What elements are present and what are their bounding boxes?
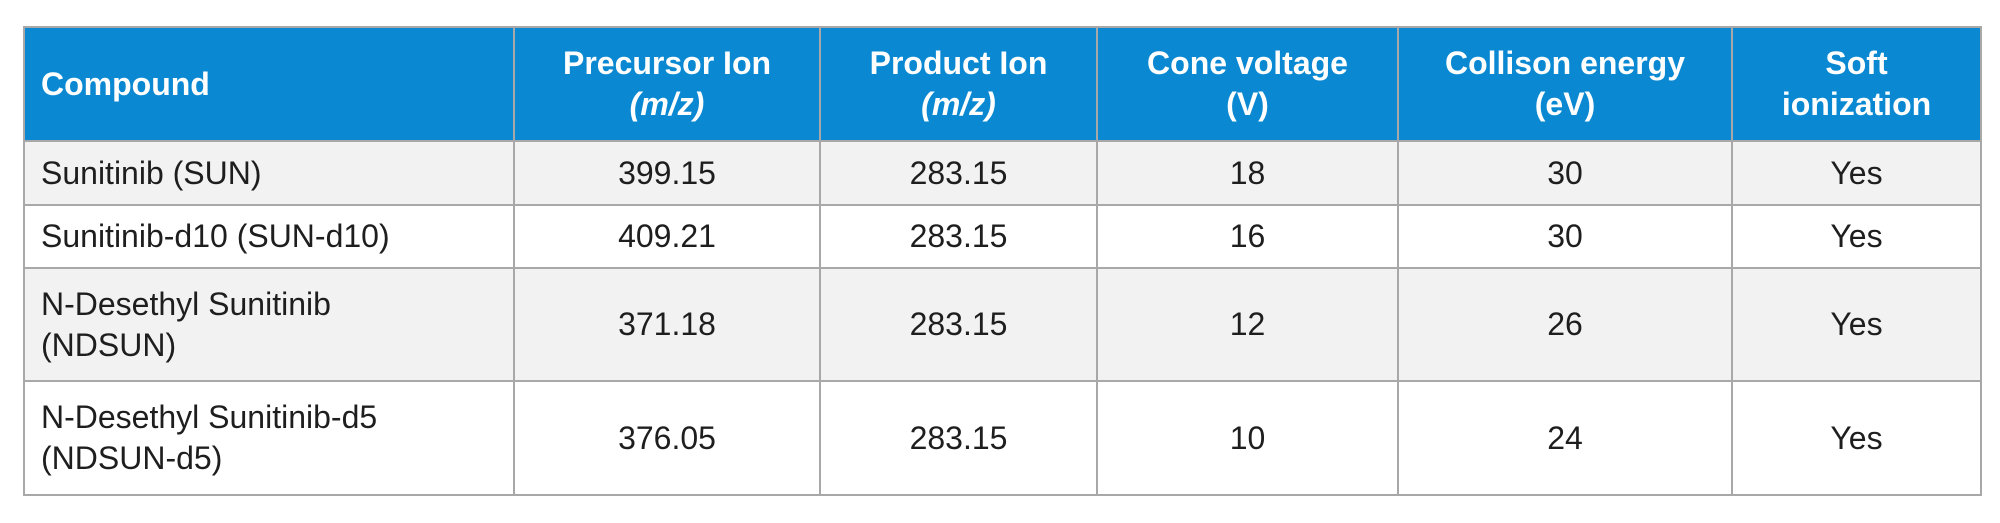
cell-line: Product Ion: [869, 45, 1048, 82]
cell-line: Precursor Ion: [562, 45, 772, 82]
value-cell: Yes: [1731, 204, 1982, 269]
value-cell: 12: [1096, 267, 1399, 382]
value-cell: 16: [1096, 204, 1399, 269]
value-cell: 24: [1397, 380, 1733, 496]
header-cell: Product Ion (m/z): [819, 26, 1098, 142]
header-row: Compound Precursor Ion (m/z) Product Ion (m/…: [23, 26, 1982, 142]
cell-line: (NDSUN): [41, 326, 177, 363]
value-cell: 30: [1397, 204, 1733, 269]
cell-line: Collison energy: [1444, 45, 1686, 82]
value-cell: 283.15: [819, 140, 1098, 206]
compound-cell: N-Desethyl Sunitinib-d5 (NDSUN-d5): [23, 380, 515, 496]
cell-line: N-Desethyl Sunitinib-d5: [41, 399, 378, 436]
compound-cell: Sunitinib-d10 (SUN-d10): [23, 204, 515, 269]
value-cell: 26: [1397, 267, 1733, 382]
value-cell: 371.18: [513, 267, 821, 382]
value-cell: 399.15: [513, 140, 821, 206]
value-cell: 30: [1397, 140, 1733, 206]
cell-line: Sunitinib-d10 (SUN-d10): [41, 218, 390, 255]
compound-cell: N-Desethyl Sunitinib (NDSUN): [23, 267, 515, 382]
cell-line: (eV): [1534, 86, 1596, 122]
cell-line: (NDSUN-d5): [41, 440, 223, 476]
header-cell: Precursor Ion (m/z): [513, 26, 821, 142]
cell-line: N-Desethyl Sunitinib: [41, 285, 331, 322]
cell-line: (m/z): [629, 86, 705, 122]
table-row: N-Desethyl Sunitinib (NDSUN) 371.18 283.15 1…: [23, 267, 1982, 382]
table-container: Compound Precursor Ion (m/z) Product Ion (m/…: [23, 26, 1982, 496]
value-cell: Yes: [1731, 140, 1982, 206]
value-cell: 10: [1096, 380, 1399, 496]
value-cell: Yes: [1731, 267, 1982, 382]
cell-line: (m/z): [921, 86, 996, 122]
value-cell: 283.15: [819, 267, 1098, 382]
cell-line: ionization: [1781, 86, 1932, 122]
header-cell: Soft ionization: [1731, 26, 1982, 142]
table-body: Sunitinib (SUN) 399.15 283.15 18 30 Yes Suniti…: [23, 140, 1982, 496]
value-cell: 18: [1096, 140, 1399, 206]
compound-cell: Sunitinib (SUN): [23, 140, 515, 206]
cell-line: Sunitinib (SUN): [41, 154, 262, 191]
value-cell: 283.15: [819, 204, 1098, 269]
value-cell: 409.21: [513, 204, 821, 269]
cell-line: Compound: [41, 65, 210, 102]
cell-line: (V): [1226, 86, 1269, 122]
header-cell: Cone voltage (V): [1096, 26, 1399, 142]
cell-line: Soft: [1825, 45, 1888, 82]
value-cell: 376.05: [513, 380, 821, 496]
table-row: N-Desethyl Sunitinib-d5 (NDSUN-d5) 376.05 2…: [23, 380, 1982, 496]
cell-line: Cone voltage: [1147, 45, 1348, 82]
value-cell: Yes: [1731, 380, 1982, 496]
header-cell: Compound: [23, 26, 515, 142]
data-table: Compound Precursor Ion (m/z) Product Ion (m/…: [23, 26, 1982, 496]
table-row: Sunitinib-d10 (SUN-d10) 409.21 283.15 16 30 Y…: [23, 204, 1982, 269]
header-cell: Collison energy (eV): [1397, 26, 1733, 142]
value-cell: 283.15: [819, 380, 1098, 496]
table-row: Sunitinib (SUN) 399.15 283.15 18 30 Yes: [23, 140, 1982, 206]
